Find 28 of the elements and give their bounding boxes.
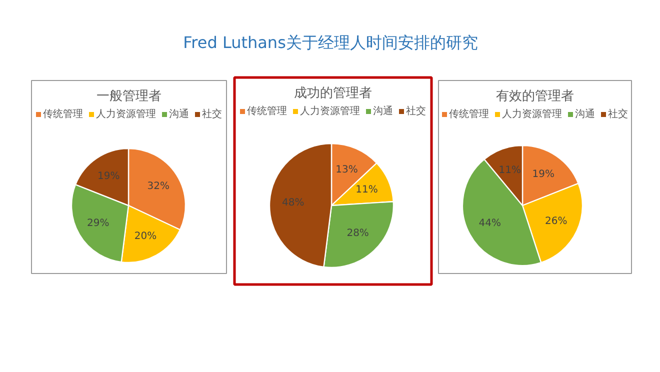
data-label: 48%	[282, 198, 304, 209]
legend-label: 人力资源管理	[300, 105, 360, 117]
data-label: 19%	[98, 170, 120, 182]
legend-label: 沟通	[575, 108, 595, 120]
chart-title: 有效的管理者	[496, 89, 574, 104]
data-label: 32%	[147, 181, 170, 192]
legend-label: 传统管理	[43, 108, 83, 120]
legend-label: 人力资源管理	[96, 108, 156, 120]
legend-label: 人力资源管理	[502, 108, 562, 120]
legend-label: 社交	[406, 105, 426, 117]
legend-label: 传统管理	[449, 108, 489, 120]
legend-label: 沟通	[169, 108, 189, 120]
data-label: 26%	[545, 216, 568, 227]
data-label: 28%	[346, 228, 369, 240]
data-label: 11%	[356, 184, 378, 196]
legend-label: 社交	[202, 108, 222, 120]
data-label: 19%	[532, 169, 555, 180]
data-label: 44%	[478, 218, 502, 229]
chart-title: 成功的管理者	[294, 86, 372, 101]
chart-title: 一般管理者	[96, 89, 162, 104]
legend-label: 传统管理	[247, 105, 287, 117]
data-label: 11%	[498, 165, 522, 176]
legend-label: 沟通	[373, 105, 393, 117]
data-label: 13%	[336, 164, 358, 176]
data-label: 20%	[134, 230, 157, 242]
data-label: 29%	[86, 218, 110, 229]
text: Fred Luthans关于经理人时间安排的研究	[183, 33, 478, 52]
legend-label: 社交	[608, 108, 628, 120]
